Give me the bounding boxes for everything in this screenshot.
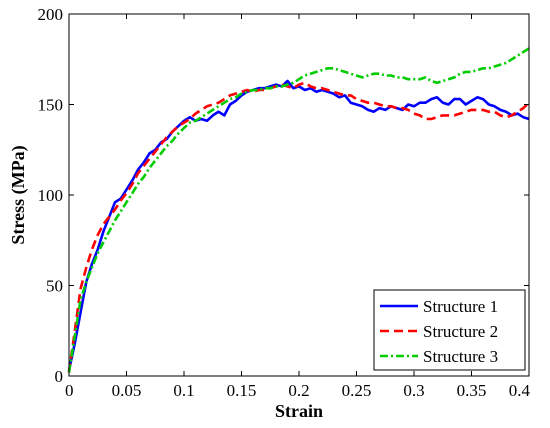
x-tick-label: 0.3: [403, 381, 424, 400]
plot-lines: [67, 47, 530, 373]
series-line: [67, 81, 530, 373]
axis-tick-labels: 0 0.05 0.1 0.15 0.2 0.25 0.3 0.35 0.4 0 50 100 150 20…: [38, 5, 531, 400]
x-tick-label: 0.1: [173, 381, 194, 400]
x-tick-label: 0.25: [342, 381, 372, 400]
legend-label: Structure 2: [423, 322, 498, 341]
y-tick-label: 200: [38, 5, 64, 24]
legend-label: Structure 3: [423, 347, 498, 366]
x-tick-label: 0.35: [457, 381, 487, 400]
x-axis-title: Strain: [275, 401, 323, 421]
y-axis-title: Stress (MPa): [8, 145, 29, 244]
x-tick-label: 0.4: [509, 381, 531, 400]
y-tick-label: 150: [38, 96, 64, 115]
x-tick-label: 0: [65, 381, 74, 400]
axis-ticks: [68, 13, 530, 377]
legend-label: Structure 1: [423, 297, 498, 316]
y-tick-label: 50: [46, 277, 63, 296]
series-line: [67, 47, 530, 373]
x-tick-label: 0.2: [288, 381, 309, 400]
series-line: [67, 79, 530, 371]
y-tick-label: 0: [55, 367, 64, 386]
x-tick-label: 0.05: [112, 381, 142, 400]
legend: Structure 1 Structure 2 Structure 3: [373, 289, 526, 371]
x-tick-label: 0.15: [227, 381, 257, 400]
y-tick-label: 100: [38, 186, 64, 205]
